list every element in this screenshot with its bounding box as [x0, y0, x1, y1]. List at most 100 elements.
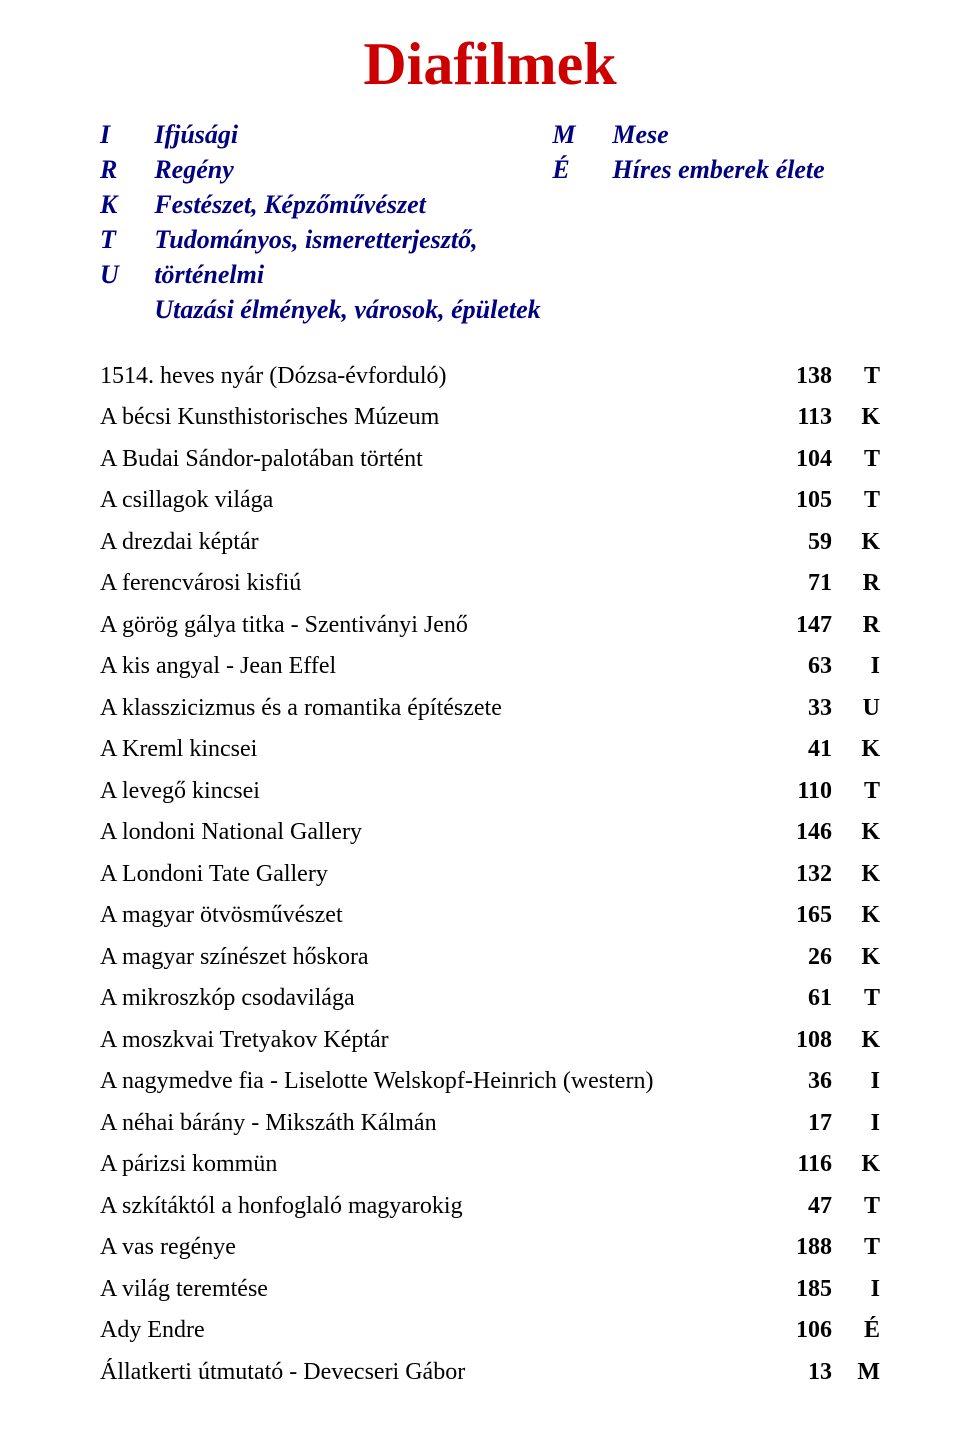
entry-row: A Londoni Tate Gallery132K [100, 854, 880, 896]
entry-code: R [840, 605, 880, 647]
entry-number: 26 [762, 937, 840, 979]
legend-right-col: M É Mese Híres emberek élete [552, 117, 880, 328]
entry-title: A mikroszkóp csodavilága [100, 978, 762, 1020]
entry-code: K [840, 1144, 880, 1186]
entry-title: A moszkvai Tretyakov Képtár [100, 1020, 762, 1062]
entry-number: 41 [762, 729, 840, 771]
legend-label: Tudományos, ismeretterjesztő, történelmi [154, 222, 552, 292]
entry-number: 113 [762, 397, 840, 439]
entry-row: Állatkerti útmutató - Devecseri Gábor13M [100, 1352, 880, 1394]
entry-code: T [840, 1186, 880, 1228]
entry-number: 36 [762, 1061, 840, 1103]
legend-right-letters: M É [552, 117, 612, 328]
legend-label: Ifjúsági [154, 117, 552, 152]
legend-label: Híres emberek élete [612, 152, 824, 187]
legend-left-col: I R K T U Ifjúsági Regény Festészet, Kép… [100, 117, 552, 328]
entry-number: 105 [762, 480, 840, 522]
entry-code: T [840, 771, 880, 813]
legend-left-letters: I R K T U [100, 117, 154, 328]
entry-code: K [840, 522, 880, 564]
legend-letter: T [100, 222, 154, 257]
entry-number: 61 [762, 978, 840, 1020]
page-title: Diafilmek [100, 30, 880, 99]
entry-number: 47 [762, 1186, 840, 1228]
entry-code: T [840, 1227, 880, 1269]
entry-row: A szkítáktól a honfoglaló magyarokig47T [100, 1186, 880, 1228]
entry-title: A magyar színészet hőskora [100, 937, 762, 979]
entry-row: A kis angyal - Jean Effel63I [100, 646, 880, 688]
entry-code: K [840, 397, 880, 439]
legend-letter: M [552, 117, 612, 152]
entry-row: A magyar ötvösművészet165K [100, 895, 880, 937]
entry-row: A vas regénye188T [100, 1227, 880, 1269]
entry-title: A párizsi kommün [100, 1144, 762, 1186]
entry-row: A bécsi Kunsthistorisches Múzeum113K [100, 397, 880, 439]
entry-number: 147 [762, 605, 840, 647]
entry-row: A moszkvai Tretyakov Képtár108K [100, 1020, 880, 1062]
entry-code: K [840, 895, 880, 937]
entry-title: A Londoni Tate Gallery [100, 854, 762, 896]
entry-row: Ady Endre106É [100, 1310, 880, 1352]
legend: I R K T U Ifjúsági Regény Festészet, Kép… [100, 117, 880, 328]
entry-number: 63 [762, 646, 840, 688]
entry-title: A londoni National Gallery [100, 812, 762, 854]
entry-title: A drezdai képtár [100, 522, 762, 564]
entry-number: 17 [762, 1103, 840, 1145]
entry-row: A levegő kincsei110T [100, 771, 880, 813]
entry-row: A mikroszkóp csodavilága61T [100, 978, 880, 1020]
entry-number: 138 [762, 356, 840, 398]
entry-number: 13 [762, 1352, 840, 1394]
entry-number: 106 [762, 1310, 840, 1352]
entry-number: 104 [762, 439, 840, 481]
entry-code: T [840, 439, 880, 481]
entry-title: A világ teremtése [100, 1269, 762, 1311]
entry-title: A görög gálya titka - Szentiványi Jenő [100, 605, 762, 647]
entry-title: A nagymedve fia - Liselotte Welskopf-Hei… [100, 1061, 762, 1103]
legend-letter: U [100, 257, 154, 292]
entry-title: 1514. heves nyár (Dózsa-évforduló) [100, 356, 762, 398]
entry-row: 1514. heves nyár (Dózsa-évforduló)138T [100, 356, 880, 398]
entry-code: U [840, 688, 880, 730]
entry-code: K [840, 1020, 880, 1062]
entry-number: 185 [762, 1269, 840, 1311]
legend-label: Regény [154, 152, 552, 187]
entry-title: A levegő kincsei [100, 771, 762, 813]
entry-title: A kis angyal - Jean Effel [100, 646, 762, 688]
entry-code: T [840, 356, 880, 398]
entry-row: A párizsi kommün116K [100, 1144, 880, 1186]
entry-row: A ferencvárosi kisfiú71R [100, 563, 880, 605]
entry-title: A vas regénye [100, 1227, 762, 1269]
entry-number: 165 [762, 895, 840, 937]
legend-label: Festészet, Képzőművészet [154, 187, 552, 222]
entry-code: É [840, 1310, 880, 1352]
legend-letter: É [552, 152, 612, 187]
entry-number: 132 [762, 854, 840, 896]
entry-code: I [840, 1103, 880, 1145]
legend-letter: K [100, 187, 154, 222]
entry-number: 146 [762, 812, 840, 854]
legend-left-labels: Ifjúsági Regény Festészet, Képzőművészet… [154, 117, 552, 328]
entry-row: A néhai bárány - Mikszáth Kálmán17I [100, 1103, 880, 1145]
entry-code: I [840, 1269, 880, 1311]
entry-title: A bécsi Kunsthistorisches Múzeum [100, 397, 762, 439]
entry-title: A szkítáktól a honfoglaló magyarokig [100, 1186, 762, 1228]
entry-title: A Kreml kincsei [100, 729, 762, 771]
entry-row: A londoni National Gallery146K [100, 812, 880, 854]
entry-title: A csillagok világa [100, 480, 762, 522]
entry-row: A görög gálya titka - Szentiványi Jenő14… [100, 605, 880, 647]
entry-row: A világ teremtése185I [100, 1269, 880, 1311]
entry-code: T [840, 480, 880, 522]
entry-title: Ady Endre [100, 1310, 762, 1352]
entry-number: 188 [762, 1227, 840, 1269]
legend-label: Mese [612, 117, 824, 152]
entry-code: I [840, 1061, 880, 1103]
entry-code: T [840, 978, 880, 1020]
entry-row: A nagymedve fia - Liselotte Welskopf-Hei… [100, 1061, 880, 1103]
entry-row: A Budai Sándor-palotában történt104T [100, 439, 880, 481]
entry-code: R [840, 563, 880, 605]
entry-title: A ferencvárosi kisfiú [100, 563, 762, 605]
entry-row: A Kreml kincsei41K [100, 729, 880, 771]
entry-code: K [840, 854, 880, 896]
entry-number: 59 [762, 522, 840, 564]
entry-number: 108 [762, 1020, 840, 1062]
